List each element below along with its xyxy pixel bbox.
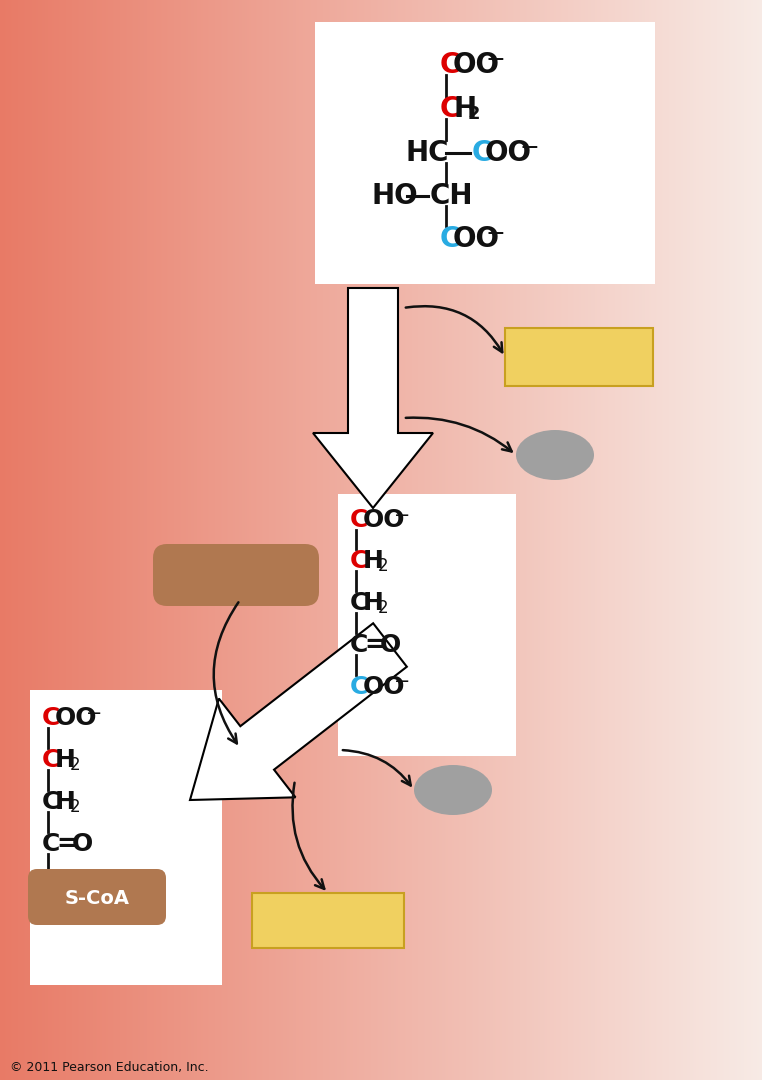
Text: OO: OO bbox=[363, 508, 405, 532]
Text: OO: OO bbox=[453, 51, 500, 79]
FancyBboxPatch shape bbox=[153, 544, 319, 606]
Text: O: O bbox=[72, 832, 93, 856]
Text: H: H bbox=[363, 591, 384, 615]
Text: 2: 2 bbox=[378, 557, 389, 575]
Text: −: − bbox=[519, 136, 539, 160]
Text: H: H bbox=[55, 789, 76, 814]
Text: −: − bbox=[486, 48, 506, 72]
FancyBboxPatch shape bbox=[505, 328, 653, 386]
FancyArrowPatch shape bbox=[406, 418, 512, 451]
Text: H: H bbox=[363, 549, 384, 573]
Text: C: C bbox=[42, 832, 60, 856]
Text: C: C bbox=[350, 591, 368, 615]
FancyBboxPatch shape bbox=[30, 690, 222, 985]
Text: −: − bbox=[486, 222, 506, 246]
Text: =: = bbox=[56, 832, 77, 856]
Text: −: − bbox=[394, 505, 411, 525]
Text: C: C bbox=[472, 139, 492, 167]
Text: C: C bbox=[440, 95, 460, 123]
Text: 2: 2 bbox=[468, 105, 481, 123]
FancyBboxPatch shape bbox=[338, 494, 516, 756]
FancyArrowPatch shape bbox=[213, 603, 239, 743]
Text: −: − bbox=[86, 703, 102, 723]
Text: OO: OO bbox=[453, 225, 500, 253]
Text: C: C bbox=[440, 225, 460, 253]
FancyBboxPatch shape bbox=[315, 22, 655, 284]
Text: C: C bbox=[350, 549, 368, 573]
Text: H: H bbox=[453, 95, 476, 123]
Text: C: C bbox=[350, 675, 368, 699]
Text: C: C bbox=[350, 508, 368, 532]
Text: HO: HO bbox=[372, 183, 418, 210]
FancyBboxPatch shape bbox=[28, 869, 166, 924]
Text: S-CoA: S-CoA bbox=[65, 889, 130, 907]
Ellipse shape bbox=[414, 765, 492, 815]
FancyArrowPatch shape bbox=[343, 751, 411, 785]
Polygon shape bbox=[313, 288, 433, 508]
Polygon shape bbox=[190, 623, 407, 800]
Text: =: = bbox=[364, 633, 385, 657]
Text: OO: OO bbox=[363, 675, 405, 699]
Text: 2: 2 bbox=[70, 798, 81, 816]
Text: HC: HC bbox=[405, 139, 449, 167]
Text: C: C bbox=[350, 633, 368, 657]
Text: © 2011 Pearson Education, Inc.: © 2011 Pearson Education, Inc. bbox=[10, 1062, 209, 1075]
Ellipse shape bbox=[516, 430, 594, 480]
FancyArrowPatch shape bbox=[293, 783, 325, 889]
Text: O: O bbox=[380, 633, 402, 657]
Text: 2: 2 bbox=[70, 756, 81, 774]
Text: C: C bbox=[440, 51, 460, 79]
Text: C: C bbox=[42, 748, 60, 772]
Text: 2: 2 bbox=[378, 599, 389, 617]
Text: CH: CH bbox=[430, 183, 473, 210]
Text: C: C bbox=[42, 706, 60, 730]
Text: OO: OO bbox=[55, 706, 98, 730]
FancyBboxPatch shape bbox=[252, 893, 404, 948]
Text: OO: OO bbox=[485, 139, 532, 167]
Text: −: − bbox=[394, 673, 411, 691]
Text: H: H bbox=[55, 748, 76, 772]
Text: C: C bbox=[42, 789, 60, 814]
FancyArrowPatch shape bbox=[405, 307, 502, 352]
